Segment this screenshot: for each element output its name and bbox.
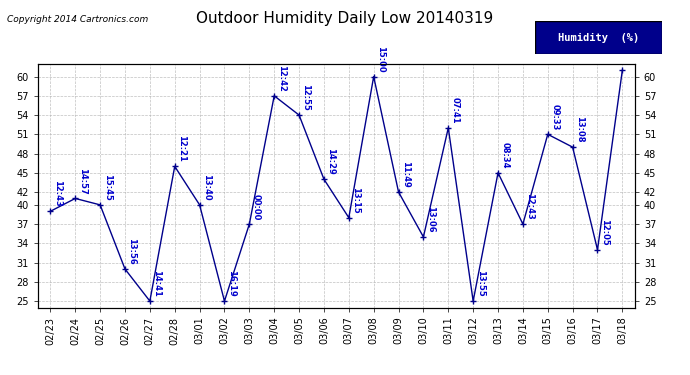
Text: 09:33: 09:33 bbox=[550, 104, 559, 130]
Text: 08:34: 08:34 bbox=[500, 142, 509, 169]
Text: Humidity  (%): Humidity (%) bbox=[558, 33, 639, 42]
Text: Outdoor Humidity Daily Low 20140319: Outdoor Humidity Daily Low 20140319 bbox=[197, 11, 493, 26]
Text: 16:19: 16:19 bbox=[227, 270, 236, 297]
Text: 14:57: 14:57 bbox=[78, 168, 87, 194]
Text: 14:29: 14:29 bbox=[326, 148, 335, 175]
Text: 13:08: 13:08 bbox=[575, 117, 584, 143]
Text: 12:42: 12:42 bbox=[277, 65, 286, 92]
Text: 11:49: 11:49 bbox=[401, 161, 410, 188]
Text: 12:05: 12:05 bbox=[600, 219, 609, 246]
Text: 12:43: 12:43 bbox=[53, 180, 62, 207]
Text: 07:41: 07:41 bbox=[451, 97, 460, 124]
Text: 14:41: 14:41 bbox=[152, 270, 161, 297]
Text: 12:21: 12:21 bbox=[177, 135, 186, 162]
Text: 15:45: 15:45 bbox=[103, 174, 112, 201]
Text: 13:56: 13:56 bbox=[128, 238, 137, 265]
Text: 13:06: 13:06 bbox=[426, 206, 435, 233]
Text: 15:00: 15:00 bbox=[376, 46, 385, 72]
Text: 12:43: 12:43 bbox=[525, 193, 534, 220]
Text: 13:55: 13:55 bbox=[475, 270, 484, 297]
Text: 13:40: 13:40 bbox=[202, 174, 211, 201]
Text: 12:55: 12:55 bbox=[302, 84, 310, 111]
Text: 13:15: 13:15 bbox=[351, 187, 360, 213]
Text: Copyright 2014 Cartronics.com: Copyright 2014 Cartronics.com bbox=[7, 15, 148, 24]
Text: 00:00: 00:00 bbox=[252, 194, 261, 220]
